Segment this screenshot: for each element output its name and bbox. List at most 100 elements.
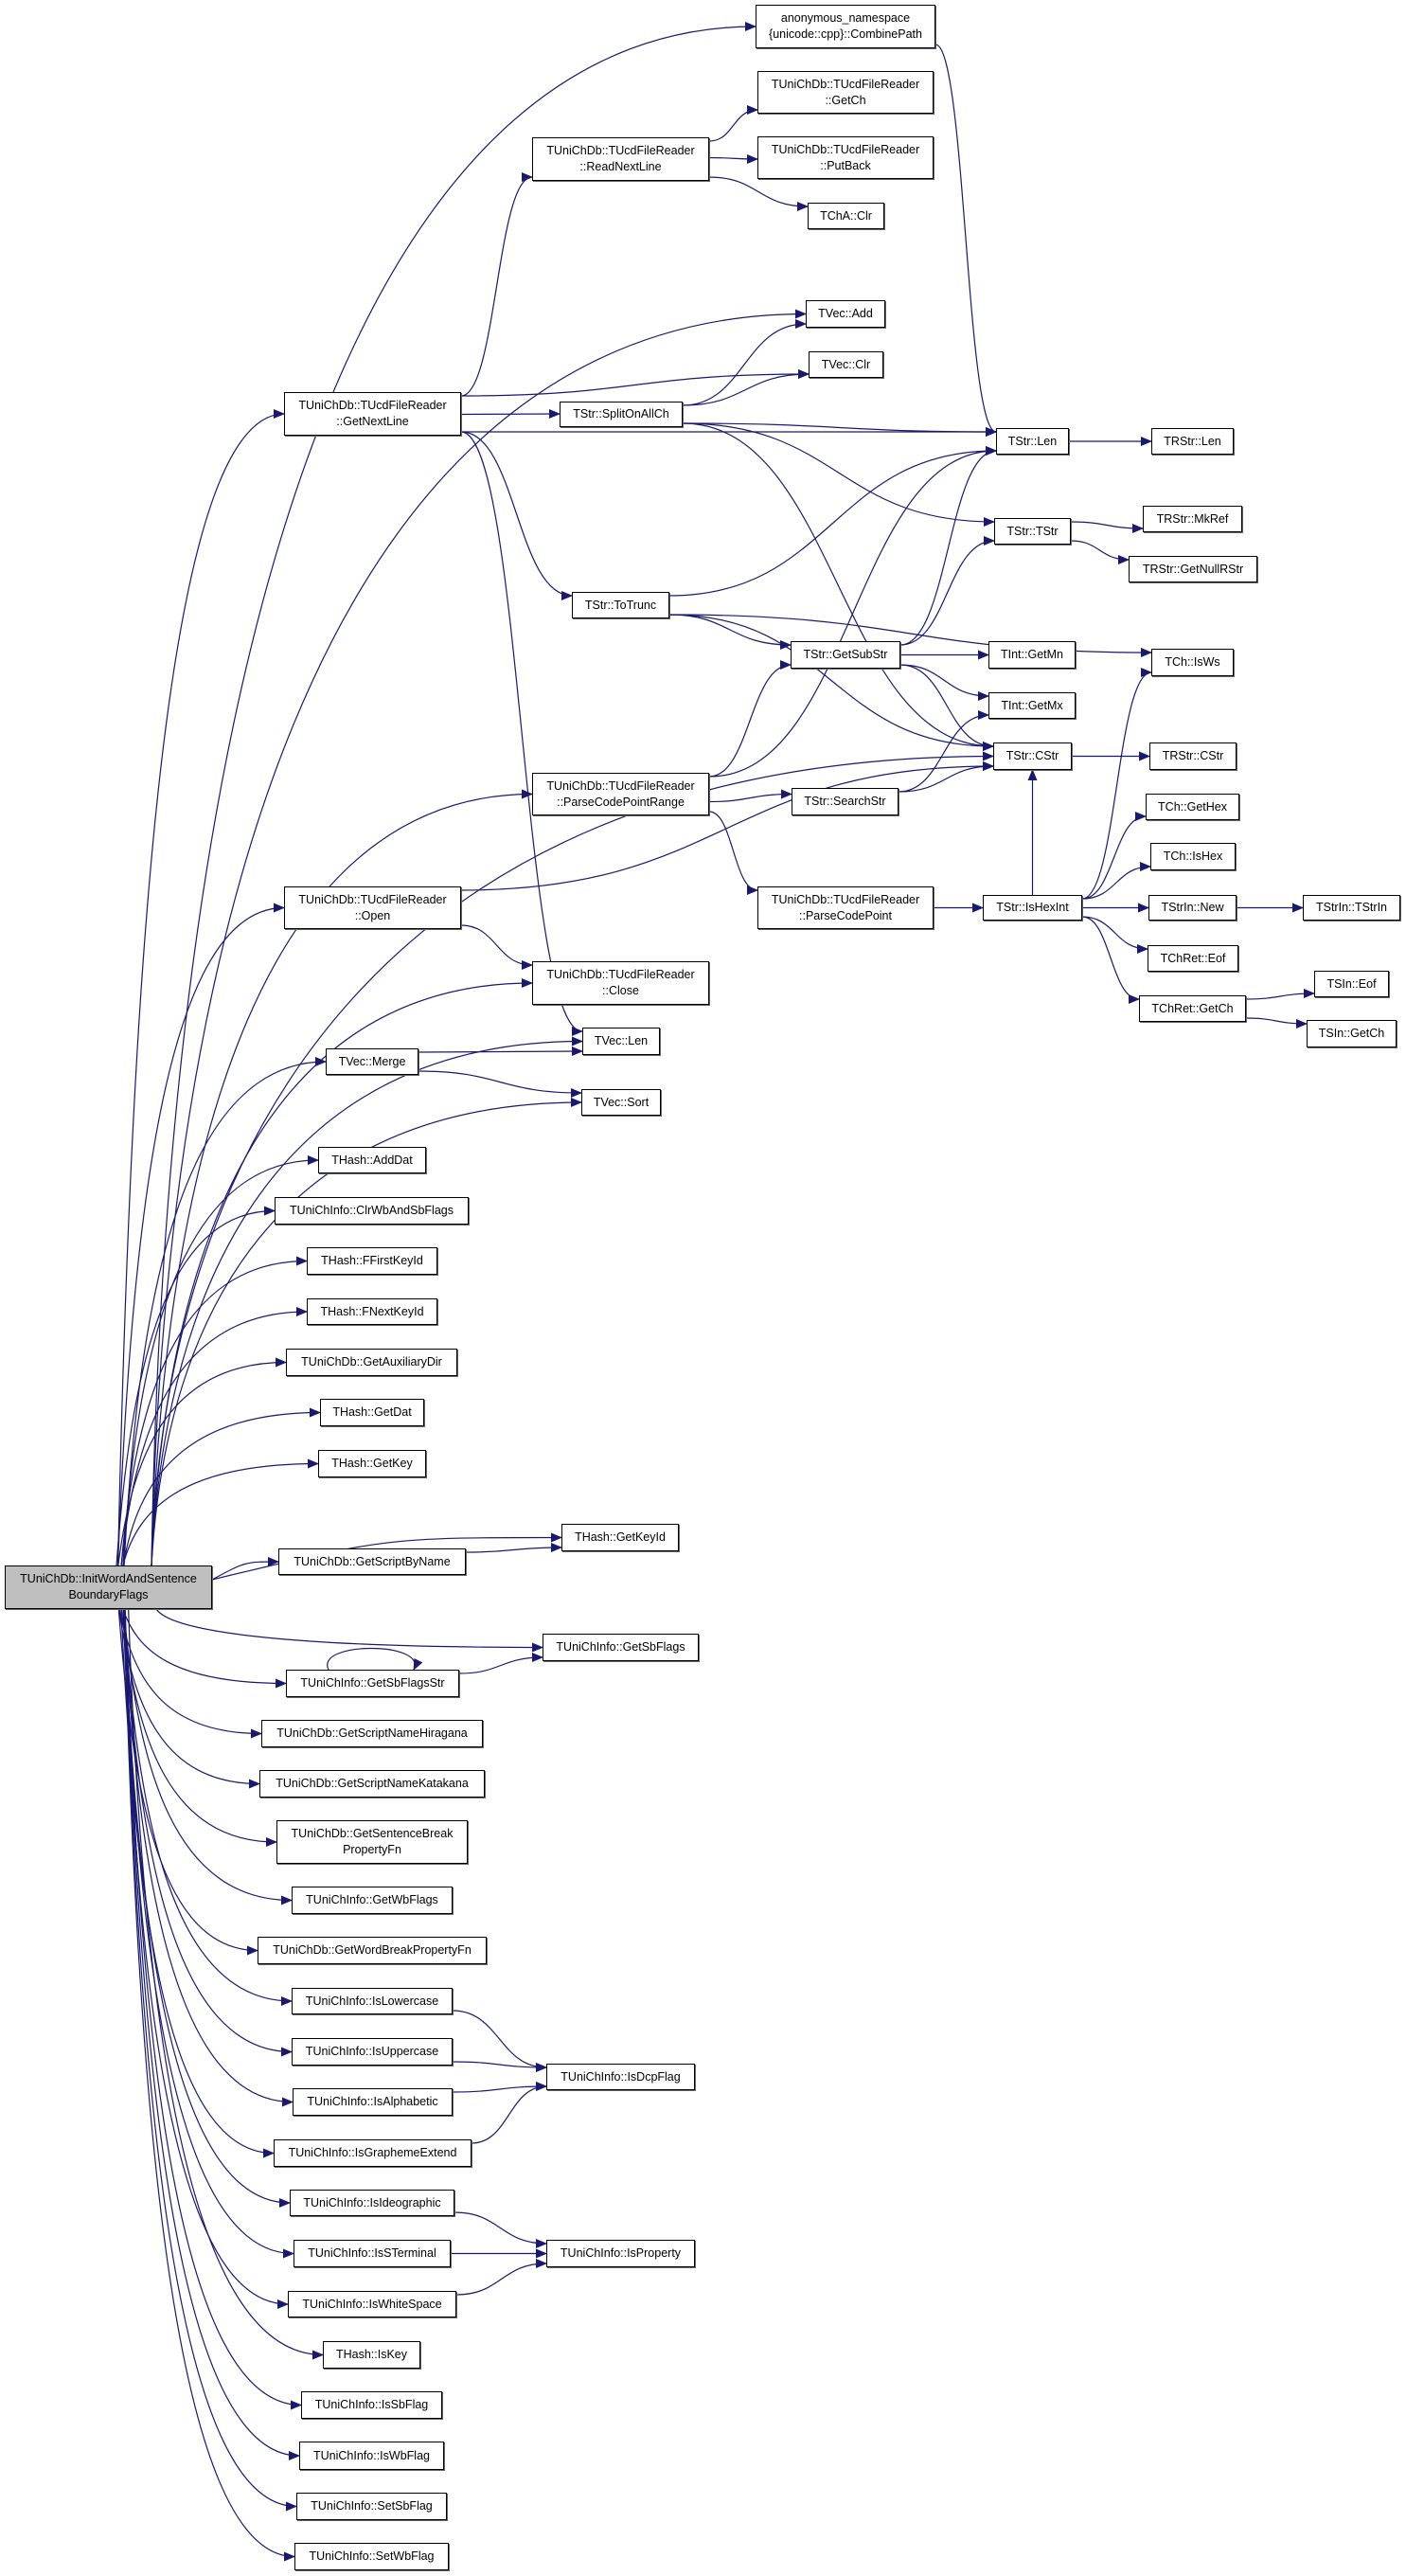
edge-root-to-scriptbyname <box>211 1557 279 1581</box>
node-nullr[interactable]: TRStr::GetNullRStr <box>1129 556 1257 582</box>
node-isst[interactable]: TUniChInfo::IsSTerminal <box>294 2240 451 2267</box>
edge-tstr-to-mkref <box>1070 521 1144 533</box>
node-close[interactable]: TUniChDb::TUcdFileReader ::Close <box>532 961 709 1005</box>
node-sentence[interactable]: TUniChDb::GetSentenceBreak PropertyFn <box>276 1820 468 1864</box>
edge-totrunc-to-isws <box>668 614 1152 657</box>
node-rcstr[interactable]: TRStr::CStr <box>1149 742 1237 770</box>
node-ishexint[interactable]: TStr::IsHexInt <box>983 895 1082 921</box>
node-aux[interactable]: TUniChDb::GetAuxiliaryDir <box>286 1349 457 1376</box>
edge-open-to-cstr <box>460 761 994 891</box>
node-islower[interactable]: TUniChInfo::IsLowercase <box>292 1988 453 2014</box>
edge-root-to-getnext <box>116 409 285 1566</box>
edge-root-to-issb <box>124 1608 302 2410</box>
node-ishex[interactable]: TCh::IsHex <box>1150 843 1236 870</box>
node-getch[interactable]: TUniChDb::TUcdFileReader ::GetCh <box>757 71 934 114</box>
edge-split-to-vecadd <box>682 319 807 406</box>
node-chretgetch[interactable]: TChRet::GetCh <box>1139 995 1246 1022</box>
node-putback[interactable]: TUniChDb::TUcdFileReader ::PutBack <box>757 136 934 179</box>
edge-root-to-combine <box>151 22 756 1566</box>
edge-pcpr-to-strlen <box>708 446 997 778</box>
node-fnext[interactable]: THash::FNextKeyId <box>307 1298 437 1325</box>
edge-root-to-getsbflags <box>155 1608 543 1653</box>
node-hira[interactable]: TUniChDb::GetScriptNameHiragana <box>261 1720 483 1747</box>
node-isws[interactable]: TCh::IsWs <box>1151 649 1234 676</box>
node-vecadd[interactable]: TVec::Add <box>806 300 885 328</box>
node-isdcp[interactable]: TUniChInfo::IsDcpFlag <box>546 2064 695 2090</box>
edge-readnext-to-putback <box>708 153 758 164</box>
node-isgraph[interactable]: TUniChInfo::IsGraphemeExtend <box>274 2139 472 2167</box>
node-getsbflags[interactable]: TUniChInfo::GetSbFlags <box>543 1634 699 1661</box>
node-getmx[interactable]: TInt::GetMx <box>988 692 1076 719</box>
node-getnext[interactable]: TUniChDb::TUcdFileReader ::GetNextLine <box>284 392 461 436</box>
edge-root-to-setwb <box>123 1608 295 2562</box>
edge-isalpha-to-isdcp <box>452 2082 547 2093</box>
node-iskey[interactable]: THash::IsKey <box>323 2341 420 2369</box>
edge-root-to-clrwb <box>116 1206 276 1566</box>
node-strin[interactable]: TStrIn::TStrIn <box>1303 895 1400 921</box>
node-ffirst[interactable]: THash::FFirstKeyId <box>307 1247 437 1275</box>
edge-pcpr-to-getsub <box>708 660 792 778</box>
node-search[interactable]: TStr::SearchStr <box>792 788 899 815</box>
node-tstr[interactable]: TStr::TStr <box>994 518 1071 545</box>
node-readnext[interactable]: TUniChDb::TUcdFileReader ::ReadNextLine <box>532 137 709 181</box>
edge-root-to-open <box>116 903 285 1566</box>
edge-root-to-getwb <box>123 1608 293 1905</box>
node-sineof[interactable]: TSIn::Eof <box>1314 971 1389 997</box>
node-clrwb[interactable]: TUniChInfo::ClrWbAndSbFlags <box>275 1197 469 1225</box>
node-scriptbyname[interactable]: TUniChDb::GetScriptByName <box>278 1548 466 1575</box>
edge-root-to-sentence <box>120 1608 277 1847</box>
node-adddat[interactable]: THash::AddDat <box>318 1147 426 1173</box>
node-mkref[interactable]: TRStr::MkRef <box>1143 506 1242 532</box>
node-setwb[interactable]: TUniChInfo::SetWbFlag <box>294 2543 449 2570</box>
node-cstr[interactable]: TStr::CStr <box>993 742 1072 770</box>
node-strlen[interactable]: TStr::Len <box>996 428 1069 455</box>
node-getdat[interactable]: THash::GetDat <box>320 1399 424 1426</box>
node-issb[interactable]: TUniChInfo::IsSbFlag <box>301 2391 442 2419</box>
node-getsbflagsstr[interactable]: TUniChInfo::GetSbFlagsStr <box>286 1670 459 1697</box>
node-kata[interactable]: TUniChDb::GetScriptNameKatakana <box>259 1770 485 1798</box>
edge-readnext-to-getch <box>708 105 758 142</box>
edge-root-to-getsbflagsstr <box>122 1608 287 1689</box>
node-pcpr[interactable]: TUniChDb::TUcdFileReader ::ParseCodePoin… <box>532 773 709 815</box>
node-gethex[interactable]: TCh::GetHex <box>1146 794 1239 820</box>
edge-isupper-to-isdcp <box>452 2061 547 2072</box>
node-open[interactable]: TUniChDb::TUcdFileReader ::Open <box>284 886 461 929</box>
node-getwb[interactable]: TUniChInfo::GetWbFlags <box>292 1887 453 1914</box>
node-veclen[interactable]: TVec::Len <box>582 1028 660 1055</box>
node-isalpha[interactable]: TUniChInfo::IsAlphabetic <box>293 2088 453 2116</box>
node-chaclr[interactable]: TChA::Clr <box>808 203 884 229</box>
edge-scriptbyname-to-getkeyid <box>465 1543 562 1553</box>
node-setsb[interactable]: TUniChInfo::SetSbFlag <box>296 2493 447 2520</box>
node-totrunc[interactable]: TStr::ToTrunc <box>572 592 669 618</box>
edge-getsub-to-strlen <box>899 446 997 646</box>
node-isupper[interactable]: TUniChInfo::IsUppercase <box>292 2038 453 2066</box>
node-strinnew[interactable]: TStrIn::New <box>1148 895 1237 921</box>
edge-getsbflagsstr-to-getsbflagsstr <box>327 1647 423 1671</box>
node-rstrlen[interactable]: TRStr::Len <box>1151 428 1234 455</box>
edge-chretgetch-to-singetch <box>1245 1017 1308 1029</box>
node-pcp[interactable]: TUniChDb::TUcdFileReader ::ParseCodePoin… <box>757 886 934 929</box>
edge-root-to-isupper <box>123 1608 293 2057</box>
edge-root-to-getkey <box>122 1458 319 1566</box>
edge-getnext-to-vecclr <box>460 369 810 397</box>
node-getkeyid[interactable]: THash::GetKeyId <box>561 1524 679 1551</box>
node-merge[interactable]: TVec::Merge <box>326 1048 418 1075</box>
node-iswhite[interactable]: TUniChInfo::IsWhiteSpace <box>288 2291 456 2317</box>
node-isideo[interactable]: TUniChInfo::IsIdeographic <box>290 2190 454 2216</box>
node-getsub[interactable]: TStr::GetSubStr <box>791 641 900 669</box>
node-isprop[interactable]: TUniChInfo::IsProperty <box>546 2240 695 2267</box>
node-chreteof[interactable]: TChRet::Eof <box>1148 945 1238 972</box>
node-vecclr[interactable]: TVec::Clr <box>809 351 883 378</box>
node-root[interactable]: TUniChDb::InitWordAndSentence BoundaryFl… <box>5 1565 212 1609</box>
node-singetch[interactable]: TSIn::GetCh <box>1307 1020 1397 1047</box>
node-wordbreak[interactable]: TUniChDb::GetWordBreakPropertyFn <box>258 1937 487 1964</box>
node-getkey[interactable]: THash::GetKey <box>318 1450 426 1477</box>
node-combine[interactable]: anonymous_namespace {unicode::cpp}::Comb… <box>756 5 935 48</box>
edge-root-to-vecadd <box>151 309 807 1566</box>
node-split[interactable]: TStr::SplitOnAllCh <box>560 402 683 427</box>
node-getmn[interactable]: TInt::GetMn <box>988 641 1076 669</box>
node-sort[interactable]: TVec::Sort <box>581 1089 661 1116</box>
edge-getsub-to-tstr <box>899 536 995 646</box>
edge-root-to-fnext <box>120 1307 308 1566</box>
node-iswb[interactable]: TUniChInfo::IsWbFlag <box>299 2442 444 2470</box>
